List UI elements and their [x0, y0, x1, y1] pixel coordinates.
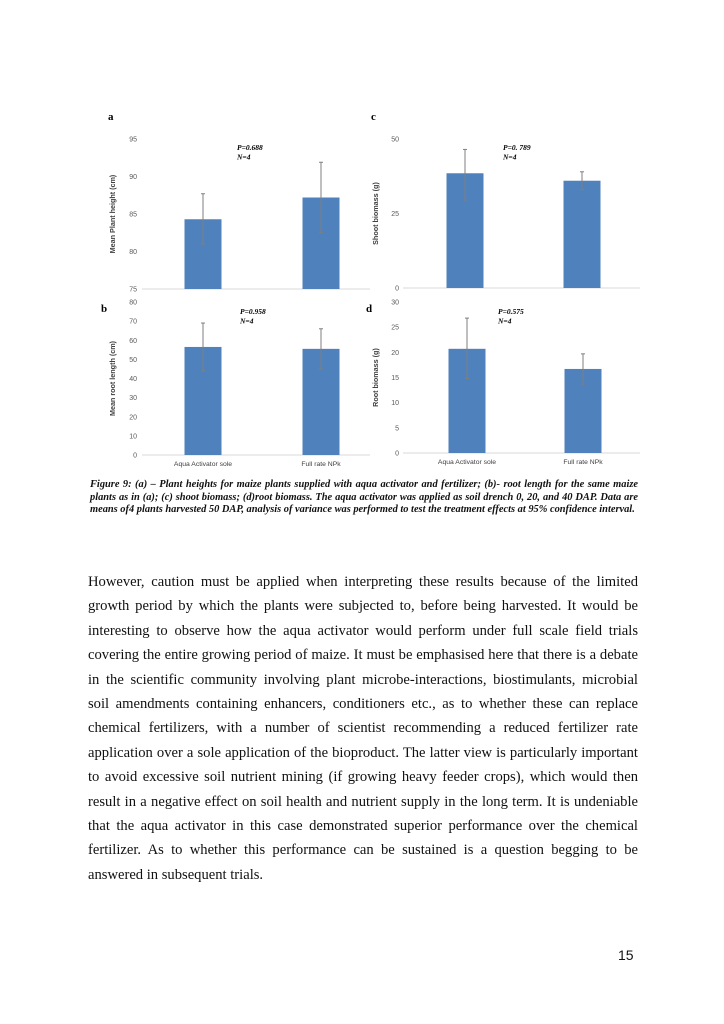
stat-annotation: N=4 — [497, 317, 512, 326]
y-tick-label: 20 — [129, 414, 137, 421]
y-tick-label: 0 — [133, 453, 137, 460]
y-tick-label: 90 — [129, 174, 137, 181]
y-tick-label: 10 — [129, 433, 137, 440]
category-label: Aqua Activator sole — [174, 461, 232, 468]
y-tick-label: 50 — [391, 137, 399, 144]
y-axis-label: Mean Plant height (cm) — [108, 174, 117, 253]
panel-letter: b — [101, 303, 107, 315]
y-tick-label: 20 — [391, 350, 399, 357]
stat-annotation: N=4 — [502, 153, 517, 162]
y-tick-label: 5 — [395, 425, 399, 432]
y-tick-label: 15 — [391, 375, 399, 382]
y-tick-label: 85 — [129, 212, 137, 219]
y-axis-label: Shoot biomass (g) — [371, 182, 380, 245]
y-tick-label: 0 — [395, 286, 399, 293]
stat-annotation: P=0.958 — [240, 307, 266, 316]
page-number: 15 — [618, 947, 634, 963]
stat-annotation: N=4 — [239, 317, 254, 326]
y-tick-label: 50 — [129, 357, 137, 364]
y-axis-label: Mean root length (cm) — [108, 340, 117, 416]
category-label: Full rate NPk — [563, 459, 603, 466]
panel-letter: a — [108, 111, 114, 123]
figure-9: a 75 80 85 90 95 Mean Plant height (cm) P=0.688… — [101, 111, 640, 468]
stat-annotation: P=0.575 — [498, 307, 524, 316]
stat-annotation: N=4 — [236, 153, 251, 162]
y-tick-label: 70 — [129, 319, 137, 326]
figure-caption: Figure 9: (a) – Plant heights for maize … — [90, 479, 638, 516]
y-tick-label: 30 — [391, 300, 399, 307]
panel-letter: c — [371, 111, 376, 123]
bar — [563, 180, 601, 288]
panel-letter: d — [366, 303, 372, 315]
y-tick-label: 80 — [129, 249, 137, 256]
y-tick-label: 75 — [129, 287, 137, 294]
y-tick-label: 10 — [391, 400, 399, 407]
stat-annotation: P=0. 789 — [503, 143, 531, 152]
y-tick-label: 95 — [129, 137, 137, 144]
category-label: Aqua Activator sole — [438, 459, 496, 466]
y-tick-label: 25 — [391, 325, 399, 332]
y-tick-label: 60 — [129, 338, 137, 345]
y-tick-label: 40 — [129, 376, 137, 383]
y-tick-label: 25 — [391, 211, 399, 218]
y-tick-label: 80 — [129, 300, 137, 307]
category-label: Full rate NPk — [301, 461, 341, 468]
y-axis-label: Root biomass (g) — [371, 348, 380, 407]
body-paragraph: However, caution must be applied when in… — [88, 574, 638, 883]
y-tick-label: 30 — [129, 395, 137, 402]
y-tick-label: 0 — [395, 451, 399, 458]
stat-annotation: P=0.688 — [237, 143, 263, 152]
